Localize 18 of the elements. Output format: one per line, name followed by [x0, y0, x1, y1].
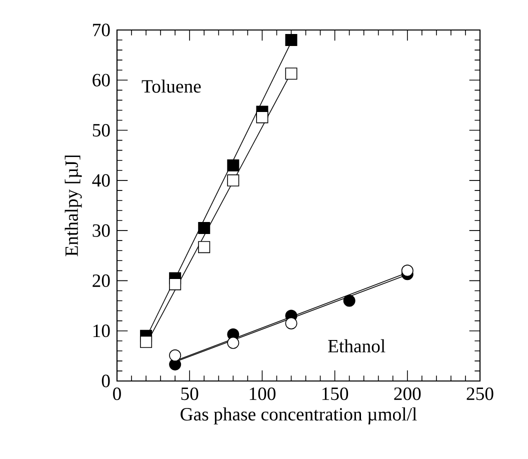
y-tick-label: 40 [92, 174, 110, 187]
y-tick-label: 0 [102, 374, 110, 388]
y-tick-label: 20 [92, 274, 110, 288]
y-tick-label: 50 [92, 124, 110, 137]
x-tick-label: 200 [394, 387, 421, 400]
y-tick-label: 60 [92, 74, 110, 86]
y-tick-label: 10 [93, 324, 110, 338]
y-tick-label: 70 [93, 24, 110, 36]
x-tick-label: 150 [322, 387, 348, 400]
y-axis-title: Enthalpy [µJ] [64, 156, 82, 256]
annotation: Toluene [142, 80, 201, 93]
x-tick-label: 0 [113, 387, 121, 400]
x-tick-label: 50 [181, 387, 198, 400]
x-tick-label: 250 [466, 387, 494, 400]
y-tick-label: 30 [92, 224, 110, 237]
x-axis-title: Gas phase concentration µmol/l [180, 407, 417, 424]
x-tick-label: 100 [250, 387, 276, 400]
annotation: Ethanol [328, 339, 386, 352]
